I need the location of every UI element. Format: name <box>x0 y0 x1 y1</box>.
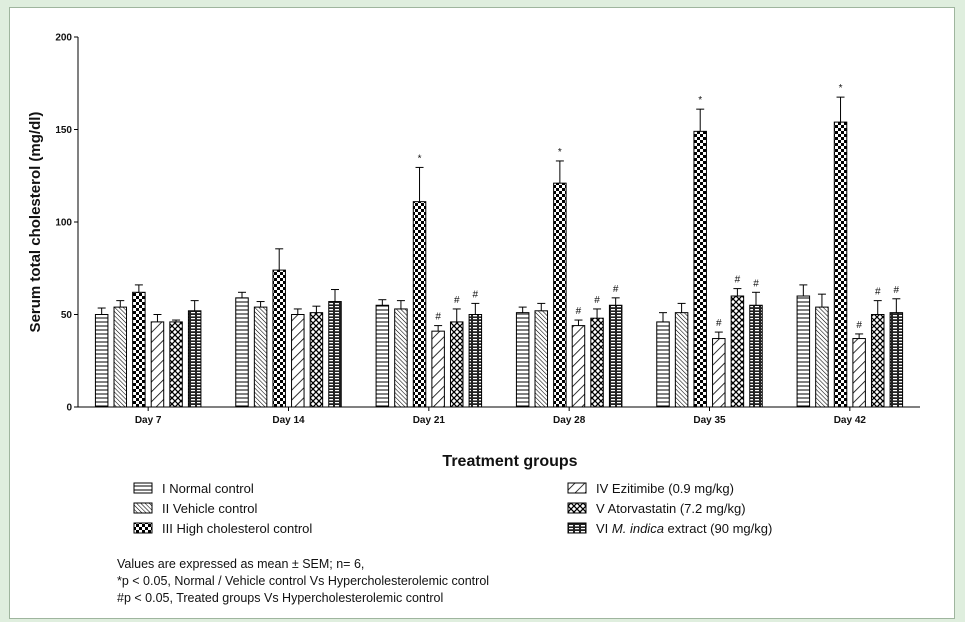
bar <box>749 304 763 408</box>
legend-label: III High cholesterol control <box>162 521 312 536</box>
significance-mark: # <box>454 295 460 306</box>
y-tick-label: 100 <box>55 218 72 229</box>
bar <box>534 310 549 408</box>
significance-mark: * <box>698 95 702 106</box>
bar <box>889 312 904 408</box>
axes: 0 50 100 150 200 Day 7 Day 14 Day 21 Day 28 Day 3… <box>55 33 920 426</box>
bar <box>796 295 811 408</box>
x-tick-label: Day 21 <box>413 415 446 426</box>
bar <box>571 325 586 408</box>
bar <box>94 314 109 408</box>
bar <box>291 314 305 408</box>
significance-mark: # <box>594 295 600 306</box>
significance-mark: # <box>435 312 441 323</box>
significance-mark: # <box>753 278 759 289</box>
legend-label: V Atorvastatin (7.2 mg/kg) <box>596 501 746 516</box>
bar <box>815 306 829 408</box>
significance-mark: # <box>613 284 619 295</box>
bar <box>553 182 567 408</box>
note-line-1: Values are expressed as mean ± SEM; n= 6… <box>117 557 365 571</box>
significance-mark: * <box>839 83 843 94</box>
bar <box>169 321 183 408</box>
bar <box>272 269 286 408</box>
bar <box>113 306 128 408</box>
bar <box>674 312 689 408</box>
legend-swatch <box>133 482 153 494</box>
y-tick-label: 0 <box>66 403 72 414</box>
note-line-3: #p < 0.05, Treated groups Vs Hypercholes… <box>117 591 444 605</box>
bar <box>412 201 427 408</box>
bar <box>468 314 483 408</box>
legend-swatch <box>567 502 587 514</box>
y-axis-label: Serum total cholesterol (mg/dl) <box>27 112 44 333</box>
note-line-2: *p < 0.05, Normal / Vehicle control Vs H… <box>117 574 490 588</box>
bar <box>852 338 866 408</box>
bar <box>375 304 390 408</box>
bar <box>394 308 408 408</box>
legend-swatch <box>133 522 153 534</box>
significance-mark: * <box>418 153 422 164</box>
legend-swatch <box>567 482 587 494</box>
bar <box>870 314 885 408</box>
bar <box>328 301 342 408</box>
y-tick-label: 200 <box>55 33 72 44</box>
legend-swatch <box>133 502 153 514</box>
bar <box>235 297 249 408</box>
x-tick-label: Day 28 <box>553 415 586 426</box>
legend-swatch <box>567 522 587 534</box>
x-tick-label: Day 14 <box>272 415 305 426</box>
bar <box>730 295 745 408</box>
significance-mark: # <box>576 306 582 317</box>
bar-chart: 0 50 100 150 200 Day 7 Day 14 Day 21 Day 28 Day 3… <box>27 33 920 536</box>
legend-label: VI M. indica extract (90 mg/kg) <box>596 521 772 536</box>
legend-label: II Vehicle control <box>162 501 257 516</box>
bar <box>656 321 670 408</box>
bar <box>309 312 324 408</box>
x-tick-label: Day 35 <box>693 415 726 426</box>
bar <box>608 304 623 408</box>
significance-mark: # <box>856 320 862 331</box>
bar <box>253 306 268 408</box>
significance-mark: # <box>875 287 881 298</box>
bar <box>449 321 464 408</box>
bar <box>150 321 165 408</box>
legend-label: IV Ezitimibe (0.9 mg/kg) <box>596 481 734 496</box>
chart-frame: 0 50 100 150 200 Day 7 Day 14 Day 21 Day 28 Day 3… <box>9 7 955 619</box>
significance-mark: # <box>716 318 722 329</box>
significance-mark: # <box>473 289 479 300</box>
x-axis-label: Treatment groups <box>442 453 577 470</box>
y-tick-label: 50 <box>61 310 73 321</box>
labels-group: Serum total cholesterol (mg/dl) Treatment… <box>27 83 900 470</box>
bar <box>712 338 726 408</box>
significance-mark: # <box>894 285 900 296</box>
bar <box>132 291 146 408</box>
bar <box>693 130 707 408</box>
significance-mark: # <box>735 275 741 286</box>
bar <box>833 121 848 408</box>
bar <box>187 310 202 408</box>
bar <box>431 330 445 408</box>
y-tick-label: 150 <box>55 125 72 136</box>
significance-mark: * <box>558 147 562 158</box>
legend-label: I Normal control <box>162 481 254 496</box>
bar <box>590 317 604 408</box>
bar <box>515 312 530 408</box>
x-tick-label: Day 7 <box>135 415 162 426</box>
legend: I Normal control II Vehicle control III Hi… <box>133 481 772 536</box>
x-tick-label: Day 42 <box>834 415 867 426</box>
bars-group <box>94 96 904 408</box>
